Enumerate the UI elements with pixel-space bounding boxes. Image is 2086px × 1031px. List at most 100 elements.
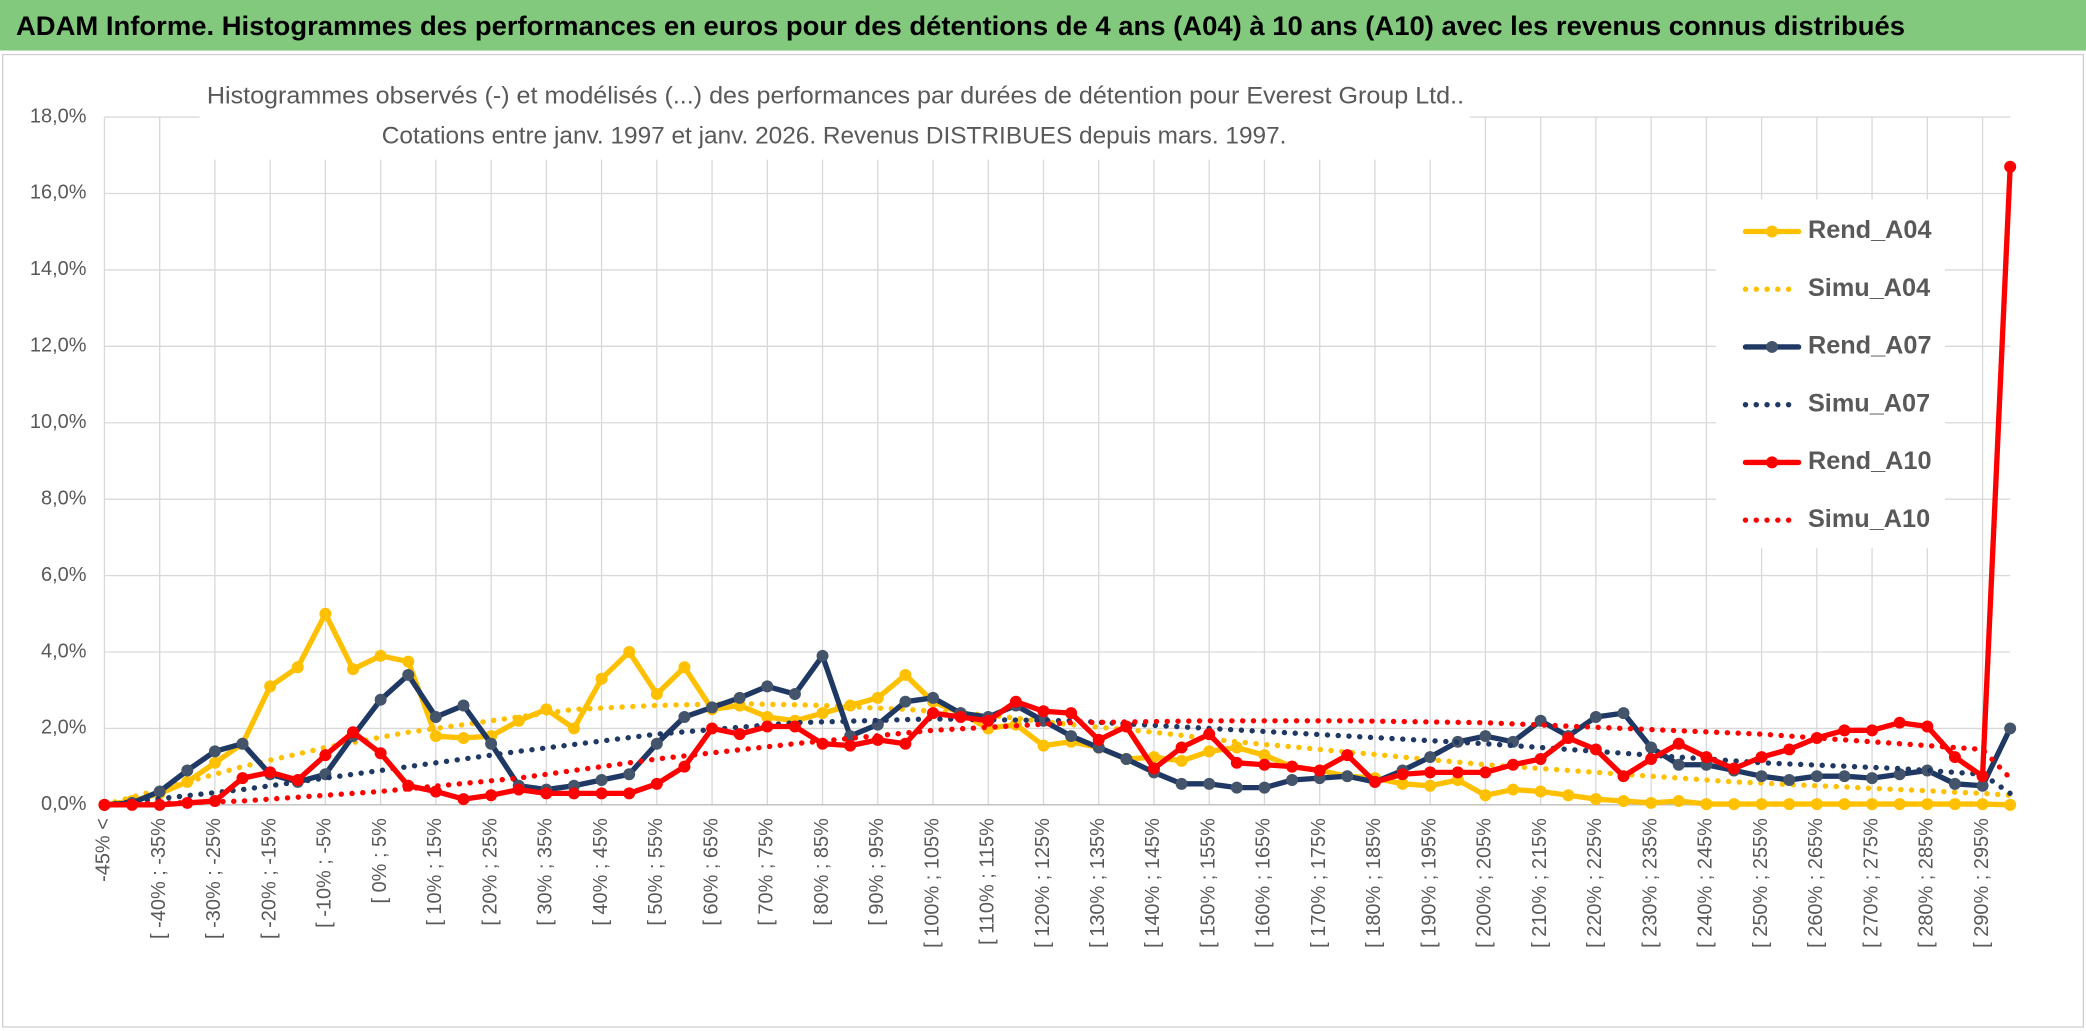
series-marker: [706, 722, 719, 735]
x-tick-label: [ 280% ; 285%: [1916, 818, 1938, 948]
series-marker: [1948, 751, 1961, 764]
series-marker: [1755, 798, 1768, 811]
y-tick-label: 2,0%: [41, 717, 87, 739]
series-marker: [1175, 741, 1188, 754]
series-marker: [291, 774, 304, 786]
series-marker: [761, 720, 774, 733]
series-line: [101, 718, 2013, 808]
series-marker: [706, 701, 719, 714]
series-marker: [1065, 707, 1078, 720]
series-marker: [236, 737, 249, 750]
series-marker: [1230, 741, 1243, 754]
series-marker: [678, 760, 691, 773]
title-box: [199, 77, 1471, 160]
series-marker: [1341, 749, 1354, 762]
series-marker: [1838, 770, 1851, 783]
legend-label: Simu_A04: [1808, 274, 1930, 302]
series-marker: [1258, 749, 1271, 762]
series-marker: [1755, 770, 1768, 783]
series-marker: [457, 699, 470, 712]
series-marker: [761, 710, 774, 723]
y-tick-label: 18,0%: [30, 105, 87, 127]
series-marker: [485, 737, 498, 750]
series-marker: [126, 798, 139, 811]
series-marker: [1368, 775, 1381, 788]
series-marker: [1203, 728, 1216, 741]
y-tick-label: 4,0%: [41, 640, 87, 662]
series-marker: [1921, 720, 1934, 733]
series-marker: [1203, 745, 1216, 758]
series-marker: [1286, 774, 1299, 786]
series-marker: [982, 714, 995, 727]
series-marker: [1507, 783, 1520, 796]
series-marker: [816, 649, 829, 662]
series-marker: [1562, 789, 1575, 802]
series-marker: [1009, 695, 1022, 708]
series-marker: [927, 707, 940, 720]
series-marker: [1838, 798, 1851, 811]
series-marker: [1727, 762, 1740, 775]
series-marker: [595, 672, 608, 685]
series-marker: [1672, 758, 1685, 771]
x-tick-label: [ 40% ; 45%: [590, 818, 612, 926]
series-marker: [540, 787, 553, 800]
series-marker: [1065, 730, 1078, 743]
series-marker: [1645, 753, 1658, 765]
series-marker: [1230, 781, 1243, 794]
series-marker: [595, 774, 608, 786]
series-marker: [374, 747, 387, 760]
chart-subtitle: Cotations entre janv. 1997 et janv. 2026…: [382, 122, 1287, 149]
series-marker: [1396, 777, 1409, 790]
series-line: [101, 164, 2013, 808]
series-marker: [1120, 753, 1133, 765]
series-marker: [1589, 743, 1602, 756]
series-marker: [871, 691, 884, 704]
x-tick-label: [ 170% ; 175%: [1308, 818, 1330, 948]
series-marker: [1396, 768, 1409, 781]
series-marker: [153, 785, 166, 798]
series-marker: [457, 793, 470, 806]
series-marker: [1948, 777, 1961, 790]
series-marker: [1810, 798, 1823, 811]
series-marker: [1589, 710, 1602, 723]
series-marker: [1866, 772, 1879, 785]
header-bar: [0, 0, 2086, 51]
series-marker: [1534, 753, 1547, 765]
series-marker: [1866, 724, 1879, 737]
series-marker: [623, 646, 636, 658]
series-marker: [1037, 705, 1050, 718]
series-marker: [1783, 798, 1796, 811]
series-marker: [1727, 798, 1740, 811]
series-marker: [1424, 779, 1437, 792]
series-marker: [567, 787, 580, 800]
x-tick-label: [ 100% ; 105%: [921, 818, 943, 948]
series-marker: [1147, 762, 1160, 775]
series-marker: [1479, 766, 1492, 779]
series-marker: [1672, 795, 1685, 808]
series-marker: [485, 789, 498, 802]
x-tick-label: [ 190% ; 195%: [1418, 818, 1440, 948]
x-tick-label: [ 80% ; 85%: [811, 818, 833, 926]
series-marker: [733, 691, 746, 704]
series-marker: [899, 695, 912, 708]
series-marker: [429, 730, 442, 743]
series-marker: [1562, 731, 1575, 744]
series-marker: [457, 731, 470, 744]
series-marker: [374, 693, 387, 706]
series-line: [101, 716, 2013, 808]
y-tick-label: 12,0%: [30, 335, 87, 357]
x-tick-label: [ -20% ; -15%: [258, 818, 280, 939]
series-marker: [1175, 777, 1188, 790]
series-marker: [1341, 770, 1354, 783]
series-marker: [1479, 789, 1492, 802]
legend-marker: [1766, 456, 1779, 469]
series-marker: [402, 668, 415, 681]
series-marker: [1645, 741, 1658, 754]
legend-box: [1716, 199, 1945, 549]
series-marker: [816, 707, 829, 720]
x-tick-label: [ -10% ; -5%: [314, 818, 336, 928]
series-marker: [1893, 798, 1906, 811]
y-tick-label: 6,0%: [41, 564, 87, 586]
x-tick-label: [ 10% ; 15%: [424, 818, 446, 926]
x-tick-label: [ 110% ; 115%: [977, 818, 999, 945]
